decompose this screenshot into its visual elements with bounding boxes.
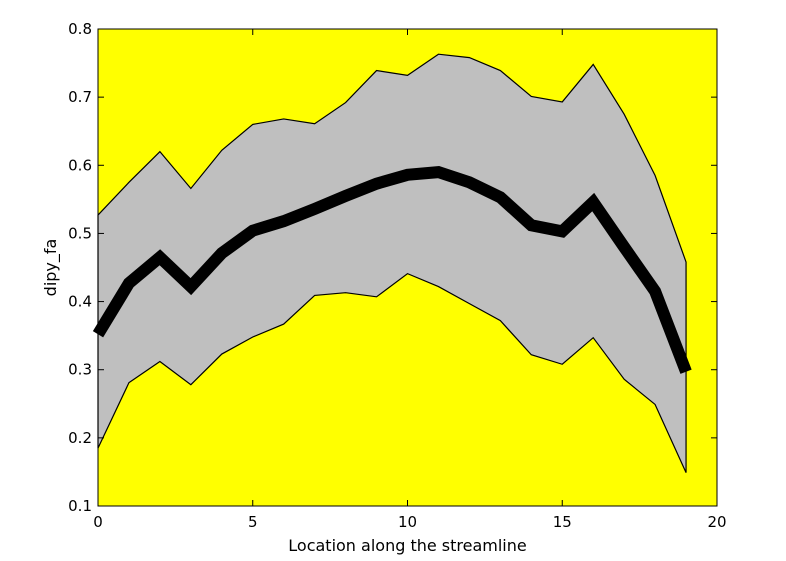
y-tick-label: 0.4: [68, 293, 92, 311]
y-tick-label: 0.5: [68, 224, 92, 242]
x-tick-label: 20: [707, 513, 726, 531]
y-tick-label: 0.1: [68, 497, 92, 515]
x-tick-label: 5: [248, 513, 258, 531]
y-tick-label: 0.7: [68, 88, 92, 106]
y-tick-label: 0.3: [68, 361, 92, 379]
x-tick-label: 15: [553, 513, 572, 531]
y-tick-label: 0.8: [68, 20, 92, 38]
y-tick-label: 0.2: [68, 429, 92, 447]
x-tick-label: 0: [93, 513, 103, 531]
mean-line: [92, 166, 692, 374]
y-tick-label: 0.6: [68, 156, 92, 174]
x-axis-label: Location along the streamline: [288, 536, 526, 555]
y-axis-label: dipy_fa: [41, 239, 61, 297]
confidence-band: [97, 53, 687, 473]
x-tick-label: 10: [398, 513, 417, 531]
